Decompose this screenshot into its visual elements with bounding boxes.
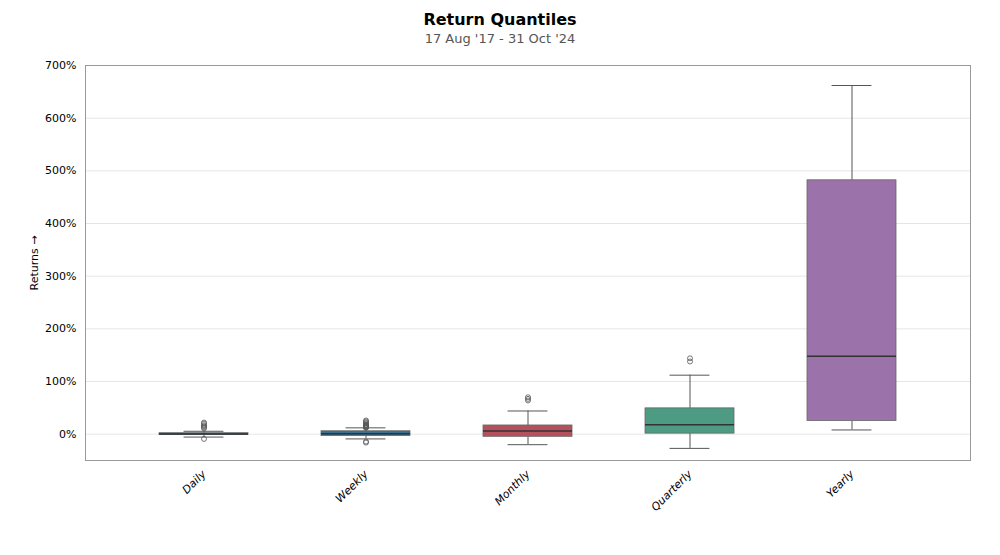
- svg-text:Returns →: Returns →: [28, 236, 41, 291]
- svg-text:700%: 700%: [45, 59, 76, 72]
- svg-text:400%: 400%: [45, 217, 76, 230]
- html-text:17 Aug '17 - 31 Oct '24: 17 Aug '17 - 31 Oct '24: [424, 31, 576, 46]
- svg-text:0%: 0%: [59, 428, 76, 441]
- svg-text:Monthly: Monthly: [492, 467, 533, 508]
- svg-text:Daily: Daily: [180, 467, 209, 496]
- svg-text:300%: 300%: [45, 270, 76, 283]
- html-text:Return Quantiles: Return Quantiles: [423, 10, 577, 29]
- svg-text:100%: 100%: [45, 375, 76, 388]
- svg-text:Yearly: Yearly: [824, 467, 857, 500]
- svg-text:Quarterly: Quarterly: [649, 467, 695, 513]
- svg-text:500%: 500%: [45, 164, 76, 177]
- svg-text:600%: 600%: [45, 112, 76, 125]
- svg-text:200%: 200%: [45, 322, 76, 335]
- svg-text:Weekly: Weekly: [333, 467, 371, 505]
